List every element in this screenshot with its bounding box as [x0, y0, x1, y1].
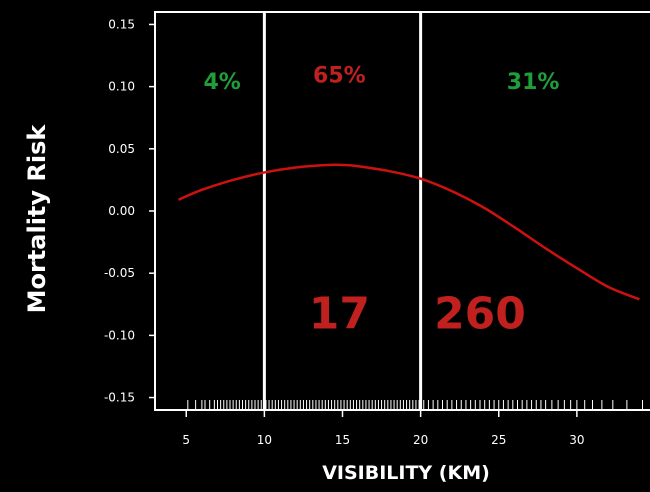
- y-tick-label: -0.10: [104, 328, 135, 342]
- y-tick-label: 0.05: [108, 142, 135, 156]
- annotation-label: 65%: [313, 64, 366, 89]
- x-tick-label: 20: [413, 433, 428, 447]
- x-tick-label: 10: [257, 433, 272, 447]
- y-tick-label: -0.05: [104, 266, 135, 280]
- x-tick-label: 30: [569, 433, 584, 447]
- y-tick-label: 0.15: [108, 17, 135, 31]
- annotation-label: 260: [434, 289, 526, 340]
- x-tick-label: 5: [182, 433, 190, 447]
- y-tick-label: 0.00: [108, 204, 135, 218]
- annotation-label: 31%: [507, 70, 560, 95]
- x-tick-label: 25: [491, 433, 506, 447]
- annotation-label: 17: [309, 289, 370, 340]
- annotation-label: 4%: [204, 70, 241, 95]
- y-tick-label: 0.10: [108, 80, 135, 94]
- x-axis-label: VISIBILITY (KM): [322, 462, 490, 484]
- y-axis-label: Mortality Risk: [23, 124, 51, 314]
- y-tick-label: -0.15: [104, 391, 135, 405]
- risk-curve: [177, 163, 640, 301]
- x-tick-label: 15: [335, 433, 350, 447]
